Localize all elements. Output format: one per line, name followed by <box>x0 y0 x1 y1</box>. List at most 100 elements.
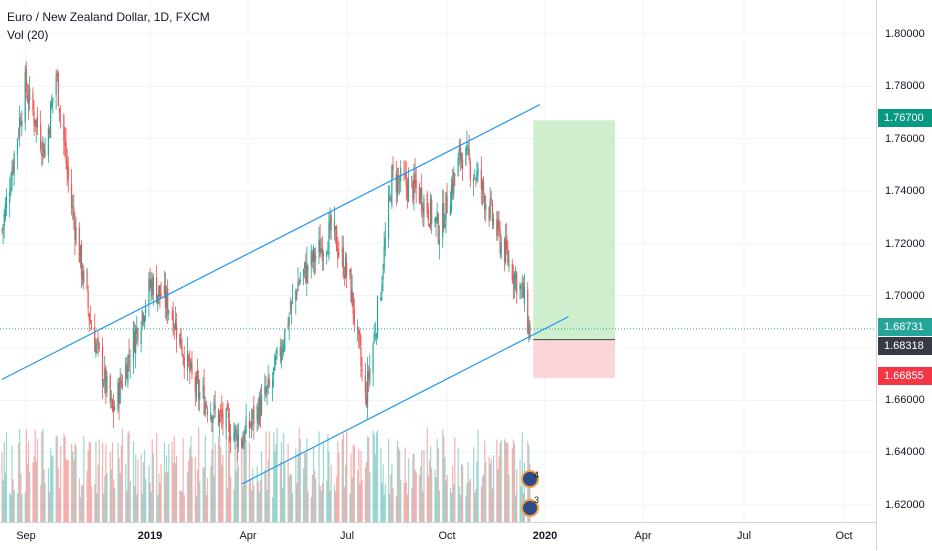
volume-bar <box>314 470 316 522</box>
candle-body <box>310 250 312 267</box>
volume-bar <box>369 472 371 522</box>
candle-body <box>343 274 345 278</box>
volume-bar <box>42 429 44 522</box>
volume-bar <box>342 433 344 522</box>
candle-body <box>72 206 74 208</box>
volume-bar <box>395 496 397 522</box>
volume-bar <box>16 492 19 522</box>
volume-bar <box>228 437 231 522</box>
time-tick-label: 2020 <box>532 530 558 542</box>
candle-body <box>522 282 524 299</box>
volume-bar <box>318 431 320 522</box>
volume-bar <box>290 474 293 522</box>
volume-bar <box>490 459 492 522</box>
volume-bar <box>512 439 515 522</box>
candle-body <box>368 371 370 380</box>
volume-bar <box>281 488 284 522</box>
event-flag-icon[interactable] <box>521 499 539 517</box>
candle-body <box>516 272 518 294</box>
price-chart[interactable] <box>0 0 876 522</box>
price-axis[interactable]: 1.80000 1.78000 1.76000 1.74000 1.72000 … <box>876 0 932 550</box>
candle-body <box>422 207 424 215</box>
candle-body <box>225 409 227 430</box>
channel-upper-line <box>1 104 541 380</box>
candle-body <box>237 434 239 447</box>
volume-bar <box>18 442 20 522</box>
candle-body <box>407 178 410 203</box>
volume-bar <box>288 476 290 522</box>
volume-bar <box>341 439 343 522</box>
volume-bar <box>274 451 276 522</box>
candle-body <box>500 242 502 255</box>
volume-bar <box>75 446 77 522</box>
symbol-legend[interactable]: Euro / New Zealand Dollar, 1D, FXCM <box>7 10 210 24</box>
volume-bar <box>397 447 400 522</box>
candle-body <box>328 223 330 258</box>
volume-bar <box>474 492 476 522</box>
candle-body <box>357 326 359 328</box>
target-price-badge[interactable]: 1.76700 <box>878 109 932 127</box>
candle-body <box>252 410 254 420</box>
candle-body <box>434 218 436 223</box>
volume-bar <box>383 494 385 522</box>
profit-zone <box>533 120 615 340</box>
entry-price-badge[interactable]: 1.68318 <box>878 337 932 355</box>
long-position-tool[interactable] <box>533 120 615 378</box>
candle-body <box>281 349 284 352</box>
volume-bar <box>143 449 146 522</box>
candle-body <box>460 154 463 162</box>
candle-body <box>181 348 183 355</box>
volume-bar <box>446 474 448 522</box>
event-flag-icon[interactable] <box>521 470 539 488</box>
candle-body <box>365 394 368 404</box>
candle-body <box>241 438 243 447</box>
volume-bar <box>428 460 431 522</box>
volume-bar <box>63 433 65 522</box>
candle-body <box>361 369 363 372</box>
stop-price-badge[interactable]: 1.66855 <box>878 367 932 385</box>
candle-body <box>359 332 361 346</box>
volume-bar <box>352 444 354 522</box>
candle-body <box>406 183 408 199</box>
candle-body <box>52 97 54 102</box>
volume-bar <box>226 488 228 522</box>
channel-lower-line <box>241 316 569 485</box>
candle-body <box>179 333 181 345</box>
volume-bar <box>74 443 76 522</box>
volume-bar <box>71 443 73 522</box>
candle-body <box>80 243 83 277</box>
candle-body <box>446 195 448 213</box>
candle-body <box>476 171 478 180</box>
chart-area[interactable]: Euro / New Zealand Dollar, 1D, FXCM Vol … <box>0 0 876 522</box>
candle-body <box>96 342 98 344</box>
candle-body <box>235 428 237 431</box>
parallel-channel[interactable] <box>1 104 569 485</box>
volume-bar <box>149 482 151 522</box>
volume-legend[interactable]: Vol (20) <box>7 28 49 42</box>
candle-body <box>349 269 351 273</box>
volume-bar <box>182 438 184 522</box>
candle-body <box>36 116 38 128</box>
volume-bar <box>110 469 113 522</box>
candle-body <box>167 288 169 315</box>
candle-body <box>245 416 247 433</box>
candle-body <box>311 253 313 262</box>
candle-body <box>288 316 290 326</box>
volume-bar <box>235 471 237 522</box>
candle-body <box>337 248 339 257</box>
volume-bar <box>158 473 160 522</box>
volume-bar <box>365 461 368 522</box>
candle-body <box>95 343 97 355</box>
volume-bar <box>297 453 299 522</box>
candle-body <box>173 327 175 329</box>
volume-bar <box>103 493 105 522</box>
candle-body <box>26 94 29 102</box>
volume-bar <box>206 477 209 522</box>
volume-bar <box>390 474 392 522</box>
volume-bar <box>225 431 227 522</box>
volume-bar <box>90 486 93 522</box>
volume-bar <box>248 442 251 522</box>
grid-lines <box>0 0 876 522</box>
time-axis[interactable]: Sep 2019 Apr Jul Oct 2020 Apr Jul Oct <box>0 522 876 551</box>
price-tick-label: 1.66000 <box>885 394 925 406</box>
